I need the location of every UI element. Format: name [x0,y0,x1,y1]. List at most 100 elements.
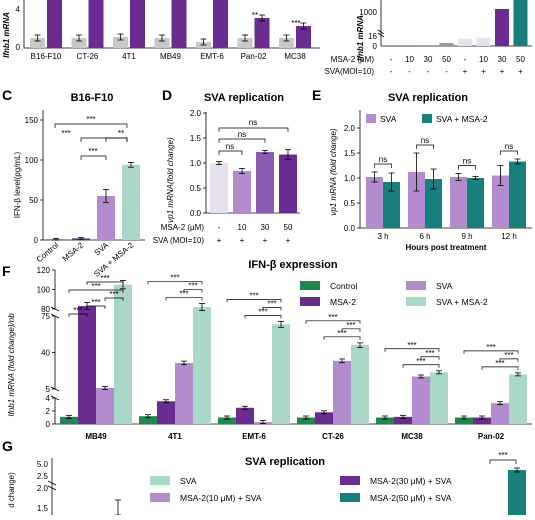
panel-d-row1-value: 10 [238,223,247,232]
panel-b-row1-value: - [464,55,467,64]
panel-d-tick-label: 1.0 [190,159,202,168]
panel-f-category-label: Pan-02 [478,432,505,441]
panel-f-bar [491,403,509,424]
panel-f-tick-label: 5 [46,385,51,394]
panel-f-bar [236,408,254,424]
panel-e-xlabel: Hours post treatment [406,243,487,252]
panel-e-tick-label: 1.5 [344,149,356,158]
panel-f-sig-label: *** [486,343,495,352]
panel-f-sig-label: *** [170,274,179,283]
panel-e-category-label: 3 h [377,232,388,241]
panel-d-sig: ns [226,142,234,151]
panel-f-sig-label: *** [346,321,355,330]
panel-f-bar [175,363,193,424]
panel-c-tick-label: 50 [29,196,38,205]
panel-b-bar [477,38,491,46]
panel-b-tick-mid: 16 [368,32,377,41]
panel-d-row2-value: + [286,236,291,245]
panel-e-category-label: 9 h [461,232,472,241]
panel-e-sig-label: ns [379,155,387,164]
panel-f-ylabel: Ifnb1 mRNA (fold change)/nb [7,313,16,417]
panel-c-tick-label: 0 [34,236,39,245]
panel-f-legend-label: Control [330,281,358,291]
panel-d-row2-value: + [240,236,245,245]
panel-f-legend-label: SVA + MSA-2 [436,297,488,307]
panel-a-category-label: 4T1 [122,52,136,61]
panel-e-letter: E [312,87,321,103]
panel-f-sig-label: *** [249,291,258,300]
panel-e-category-label: 12 h [501,232,517,241]
panel-b-row2-label: SVA(MOI=10) [325,67,375,76]
panel-d-row2-value: + [263,236,268,245]
panel-b-row2-value: + [463,67,468,76]
panel-d-title: SVA replication [204,92,284,104]
panel-f-sig-label: *** [267,299,276,308]
panel-a-category-label: MC38 [284,52,306,61]
panel-f-category-label: EMT-6 [242,432,266,441]
panel-a-category-label: CT-26 [77,52,99,61]
panel-a-category-label: B16-F10 [31,52,62,61]
panel-g-tick: 2.0 [37,484,49,493]
panel-f-legend-label: SVA [436,281,453,291]
panel-c-tick-label: 100 [25,156,39,165]
panel-f: F IFN-β expression Ifnb1 mRNA (fold chan… [2,259,532,441]
panel-a-bar-treated [213,0,228,48]
panel-g-legend-swatch [340,493,360,502]
panel-f-sig-label: *** [425,349,434,358]
panel-e-sig-bracket [459,166,476,170]
panel-c-bars [47,162,140,240]
panel-f-bar [351,345,369,424]
panel-b-row1-value: 50 [516,55,525,64]
panel-f-bar [509,374,527,424]
panel-d-row1-value: - [218,223,221,232]
panel-c-category-label: MSA-2 [61,240,86,263]
panel-a-sig: ** [252,11,258,20]
panel-d-tick-label: 1.5 [190,134,202,143]
panel-b-row1-value: - [390,55,393,64]
panel-e-bar-sva-msa2 [467,178,484,228]
panel-e-sig-label: ns [505,142,513,151]
panel-f-sig-label: *** [407,341,416,350]
panel-d-bars [210,150,297,214]
panel-b-row2-value: - [390,67,393,76]
panel-b-row2-value: + [518,67,523,76]
panel-b-row2-value: - [427,67,430,76]
panel-f-bar [78,306,96,424]
panel-a-bar-treated [130,0,145,48]
panel-b-bar [495,9,509,46]
panel-c-sig: *** [88,147,97,156]
panel-b: Ifnb1 mRNA 1000 16 0 MSA-2 (μM) SVA(MOI=… [325,0,532,76]
panel-g-legend-label: MSA-2(10 μM) + SVA [180,493,262,503]
panel-c-sig: *** [61,129,70,138]
panel-e-tick-label: 0.0 [344,224,356,233]
panel-d-bar [233,171,251,213]
panel-a-tick: 4 [16,5,21,14]
panel-f-bar [96,388,114,424]
panel-f-letter: F [2,263,11,279]
panel-e-tick-label: 1.0 [344,174,356,183]
panel-e-sig-bracket [375,164,392,168]
panel-g-letter: G [2,438,13,454]
panel-g-title: SVA replication [245,456,325,468]
panel-c-title: B16-F10 [71,92,114,104]
panel-e-tick-label: 2.0 [344,124,356,133]
panel-d-letter: D [162,87,172,103]
panel-c-bar [122,165,140,240]
panel-a-tick: 0 [16,43,21,52]
panel-f-sig-label: *** [188,282,197,291]
panel-g-sig: *** [498,451,507,460]
panel-d-sig: ns [238,130,246,139]
panel-e-ylabel: vp1 mRNA (fold change) [329,128,338,216]
panel-b-row1-value: 30 [424,55,433,64]
panel-b-row1-label: MSA-2 (μM) [331,55,375,64]
panel-g-tick: 1.5 [37,504,49,513]
panel-g-ylabel: d change) [7,472,16,508]
panel-f-bar [114,285,132,424]
panel-f-sig-label: *** [504,351,513,360]
panel-b-row2-value: + [481,67,486,76]
